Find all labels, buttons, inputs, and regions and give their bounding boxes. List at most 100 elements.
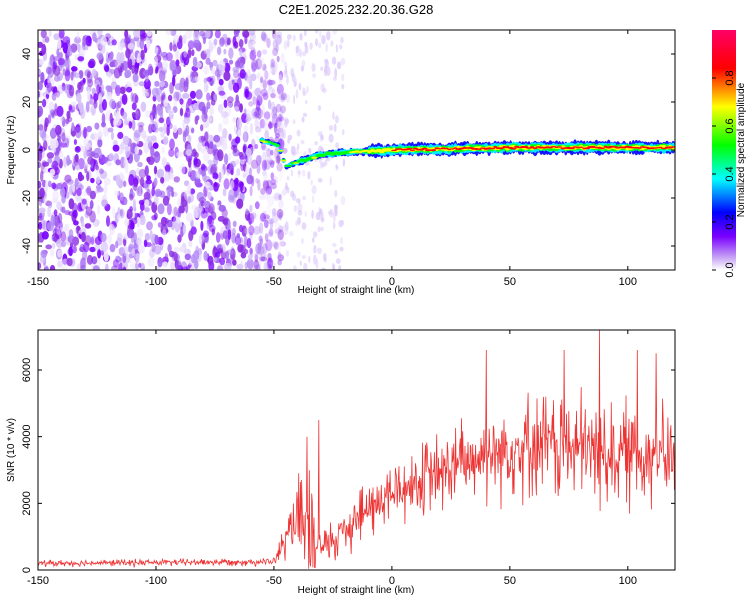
spectrogram-noise-cell: [207, 215, 212, 225]
spectrogram-noise-cell: [295, 89, 299, 99]
spectrogram-noise-cell: [320, 226, 324, 232]
spectrogram-noise-cell: [128, 121, 133, 129]
spectrogram-noise-cell: [208, 224, 216, 232]
spectrogram-noise-cell: [76, 225, 81, 232]
spectrogram-noise-cell: [171, 190, 175, 198]
spectrogram-noise-cell: [299, 260, 302, 266]
spectrogram-noise-cell: [264, 130, 270, 139]
y-tick-label: -20: [21, 190, 33, 206]
spectrogram-noise-cell: [185, 77, 189, 88]
spectrogram-noise-cell: [91, 87, 97, 95]
spectrogram-noise-cell: [277, 121, 284, 133]
spectrogram-noise-cell: [195, 170, 201, 180]
spectrogram-noise-cell: [254, 253, 259, 263]
spectrogram-noise-cell: [172, 44, 177, 52]
spectrogram-noise-cell: [172, 206, 179, 218]
spectrogram-noise-cell: [160, 131, 165, 138]
spectrogram-noise-cell: [99, 168, 104, 174]
spectrogram-noise-cell: [97, 30, 103, 36]
spectrogram-noise-cell: [239, 49, 243, 57]
spectrogram-noise-cell: [218, 64, 225, 76]
spectrogram-noise-cell: [271, 113, 279, 126]
spectrogram-noise-cell: [56, 201, 62, 211]
spectrogram-noise-cell: [85, 142, 91, 151]
spectrogram-noise-cell: [231, 79, 235, 85]
spectrogram-noise-cell: [235, 94, 239, 104]
spectrogram-noise-cell: [302, 90, 307, 96]
spectrogram-noise-cell: [92, 265, 100, 270]
spectrogram-noise-cell: [147, 135, 153, 144]
spectrogram-noise-cell: [205, 84, 209, 90]
spectrogram-noise-cell: [310, 179, 313, 186]
spectrogram-noise-cell: [222, 230, 228, 240]
spectrogram-noise-cell: [162, 157, 167, 167]
spectrogram-signal-cell: [578, 146, 584, 148]
spectrogram-noise-cell: [274, 228, 282, 235]
x-tick-label: -150: [27, 575, 49, 587]
spectrogram-noise-cell: [175, 59, 180, 67]
spectrogram-noise-cell: [245, 91, 253, 100]
spectrogram-noise-cell: [239, 103, 244, 113]
spectrogram-noise-cell: [115, 110, 120, 123]
spectrogram-noise-cell: [141, 32, 148, 39]
spectrogram-noise-cell: [74, 36, 81, 44]
spectrogram-noise-cell: [164, 164, 171, 173]
spectrogram-noise-cell: [312, 194, 315, 204]
spectrogram-noise-cell: [102, 99, 107, 111]
spectrogram-noise-cell: [124, 218, 130, 227]
spectrogram-noise-cell: [203, 250, 208, 261]
spectrogram-noise-cell: [38, 233, 42, 243]
spectrogram-noise-cell: [313, 244, 317, 254]
spectrogram-noise-cell: [137, 161, 143, 168]
spectrogram-noise-cell: [160, 216, 168, 227]
spectrogram-noise-cell: [254, 87, 261, 97]
spectrogram-noise-cell: [270, 182, 277, 190]
spectrogram-noise-cell: [328, 124, 334, 131]
spectrogram-noise-cell: [94, 122, 100, 130]
spectrogram-noise-cell: [124, 30, 129, 39]
spectrogram-noise-cell: [227, 228, 232, 240]
spectrogram-noise-cell: [61, 206, 66, 214]
spectrogram-noise-cell: [125, 86, 133, 93]
spectrogram-noise-cell: [314, 141, 318, 146]
spectrogram-signal-cell: [529, 146, 535, 149]
spectrogram-noise-cell: [320, 66, 324, 72]
spectrogram-noise-cell: [225, 250, 230, 261]
spectrogram-noise-cell: [68, 85, 75, 97]
spectrogram-noise-cell: [68, 198, 75, 210]
spectrogram-noise-cell: [326, 31, 331, 41]
spectrogram-noise-cell: [139, 38, 145, 50]
spectrogram-noise-cell: [145, 110, 151, 118]
spectrogram-noise-cell: [143, 78, 151, 90]
spectrogram-noise-cell: [280, 92, 287, 101]
spectrogram-signal-cell: [493, 146, 498, 148]
snr-panel: -150 -100 -50 0 50 100 0 2000 4000 6000 Height o…: [6, 329, 676, 596]
spectrogram-noise-cell: [47, 157, 53, 164]
spectrogram-noise-cell: [78, 158, 85, 170]
y-tick-label: 6000: [21, 358, 33, 382]
spectrogram-noise-cell: [186, 183, 192, 195]
spectrogram-noise-cell: [248, 225, 255, 236]
spectrogram-noise-cell: [158, 126, 164, 133]
spectrogram-noise-cell: [200, 200, 205, 207]
spectrogram-noise-cell: [168, 172, 174, 180]
spectrogram-noise-cell: [201, 112, 208, 123]
spectrogram-noise-cell: [242, 172, 247, 179]
spectrogram-noise-cell: [185, 107, 191, 119]
spectrogram-noise-cell: [135, 109, 139, 120]
colorbar-tick-label: 0.6: [724, 118, 736, 133]
spectrogram-noise-cell: [324, 256, 327, 264]
spectrogram-noise-cell: [308, 147, 312, 154]
spectrogram-noise-cell: [302, 112, 308, 117]
spectrogram-noise-cell: [53, 209, 58, 217]
spectrogram-signal-cell: [391, 149, 397, 152]
spectrogram-noise-cell: [311, 63, 316, 72]
snr-frame: [37, 329, 676, 571]
spectrogram-noise-cell: [340, 57, 346, 66]
spectrogram-noise-cell: [185, 149, 192, 157]
spectrogram-noise-cell: [267, 82, 273, 90]
spectrogram-signal-cell: [572, 146, 578, 148]
spectrogram-noise-cell: [107, 233, 112, 245]
spectrogram-noise-cell: [271, 69, 276, 75]
spectrogram-noise-cell: [172, 106, 178, 113]
